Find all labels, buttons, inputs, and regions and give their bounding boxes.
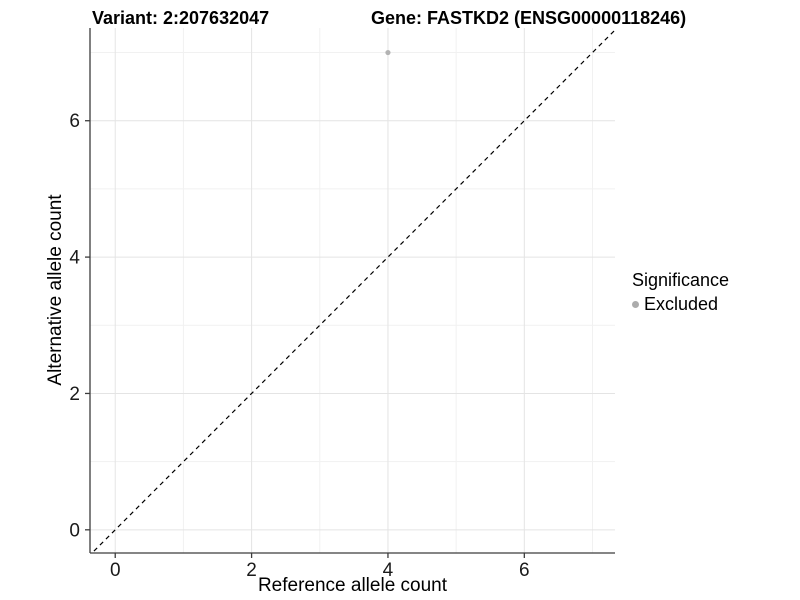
x-axis-title: Reference allele count	[257, 575, 448, 596]
svg-text:4: 4	[69, 248, 80, 269]
legend-item-excluded: Excluded	[632, 294, 729, 315]
y-axis-title: Alternative allele count	[45, 194, 66, 386]
variant-title: Variant: 2:207632047	[92, 8, 270, 28]
svg-text:4: 4	[383, 560, 394, 581]
legend-item-label: Excluded	[644, 294, 719, 314]
svg-text:6: 6	[519, 560, 530, 581]
svg-text:0: 0	[110, 560, 121, 581]
gene-title: Gene: FASTKD2 (ENSG00000118246)	[371, 8, 687, 28]
svg-text:2: 2	[246, 560, 257, 581]
svg-text:2: 2	[69, 384, 80, 405]
legend: Significance Excluded	[632, 270, 729, 315]
svg-text:0: 0	[69, 520, 80, 541]
legend-title: Significance	[632, 270, 730, 290]
svg-text:6: 6	[69, 111, 80, 132]
excluded-point-icon	[632, 301, 639, 308]
